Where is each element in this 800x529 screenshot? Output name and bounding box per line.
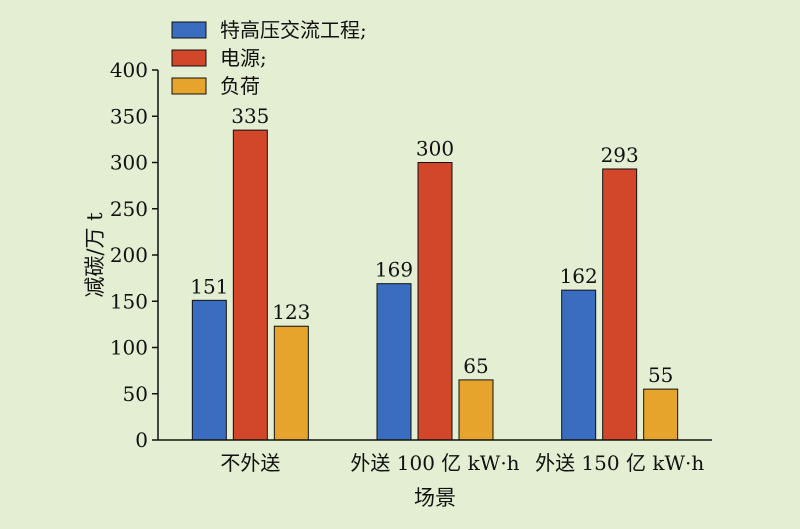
bar [561, 289, 597, 441]
y-axis-title: 减碳/万 t [83, 212, 107, 298]
data-label: 300 [416, 137, 454, 161]
y-ticks: 0 50 100 150 200 250 300 350 400 [110, 58, 158, 452]
y-tick-label: 250 [110, 197, 148, 221]
x-tick-label: 外送 100 亿 kW·h [350, 451, 519, 475]
legend-label: 特高压交流工程; [220, 18, 367, 42]
data-label: 123 [272, 300, 310, 324]
y-tick-label: 150 [110, 289, 148, 313]
data-label: 335 [231, 104, 269, 128]
data-label: 293 [601, 143, 639, 167]
data-label: 65 [463, 354, 488, 378]
bar [273, 325, 309, 441]
bar [417, 162, 453, 441]
bar [602, 168, 638, 441]
y-tick-label: 50 [123, 382, 148, 406]
bar [191, 299, 227, 441]
y-tick-label: 300 [110, 151, 148, 175]
y-tick-label: 400 [110, 58, 148, 82]
data-label: 151 [190, 274, 228, 298]
y-tick-label: 0 [135, 428, 148, 452]
x-ticks: 不外送 外送 100 亿 kW·h 外送 150 亿 kW·h [220, 451, 704, 475]
bar [376, 283, 412, 441]
data-label: 162 [560, 264, 598, 288]
legend-label: 负荷 [220, 74, 260, 98]
legend-swatch [171, 21, 207, 39]
x-axis-title: 场景 [414, 486, 456, 510]
x-tick-label: 外送 150 亿 kW·h [535, 451, 704, 475]
y-tick-label: 350 [110, 104, 148, 128]
x-tick-label: 不外送 [220, 451, 280, 475]
data-label: 169 [375, 258, 413, 282]
bar [458, 379, 494, 441]
legend-swatch [171, 77, 207, 95]
data-labels: 151 335 123 169 300 65 162 293 55 [190, 104, 673, 387]
bar [232, 129, 268, 441]
y-tick-label: 100 [110, 336, 148, 360]
y-tick-label: 200 [110, 243, 148, 267]
data-label: 55 [648, 363, 673, 387]
bar [643, 388, 679, 441]
legend-swatch [171, 49, 207, 67]
bars [191, 129, 679, 441]
legend: 特高压交流工程; 电源; 负荷 [171, 18, 367, 98]
legend-label: 电源; [220, 46, 267, 70]
